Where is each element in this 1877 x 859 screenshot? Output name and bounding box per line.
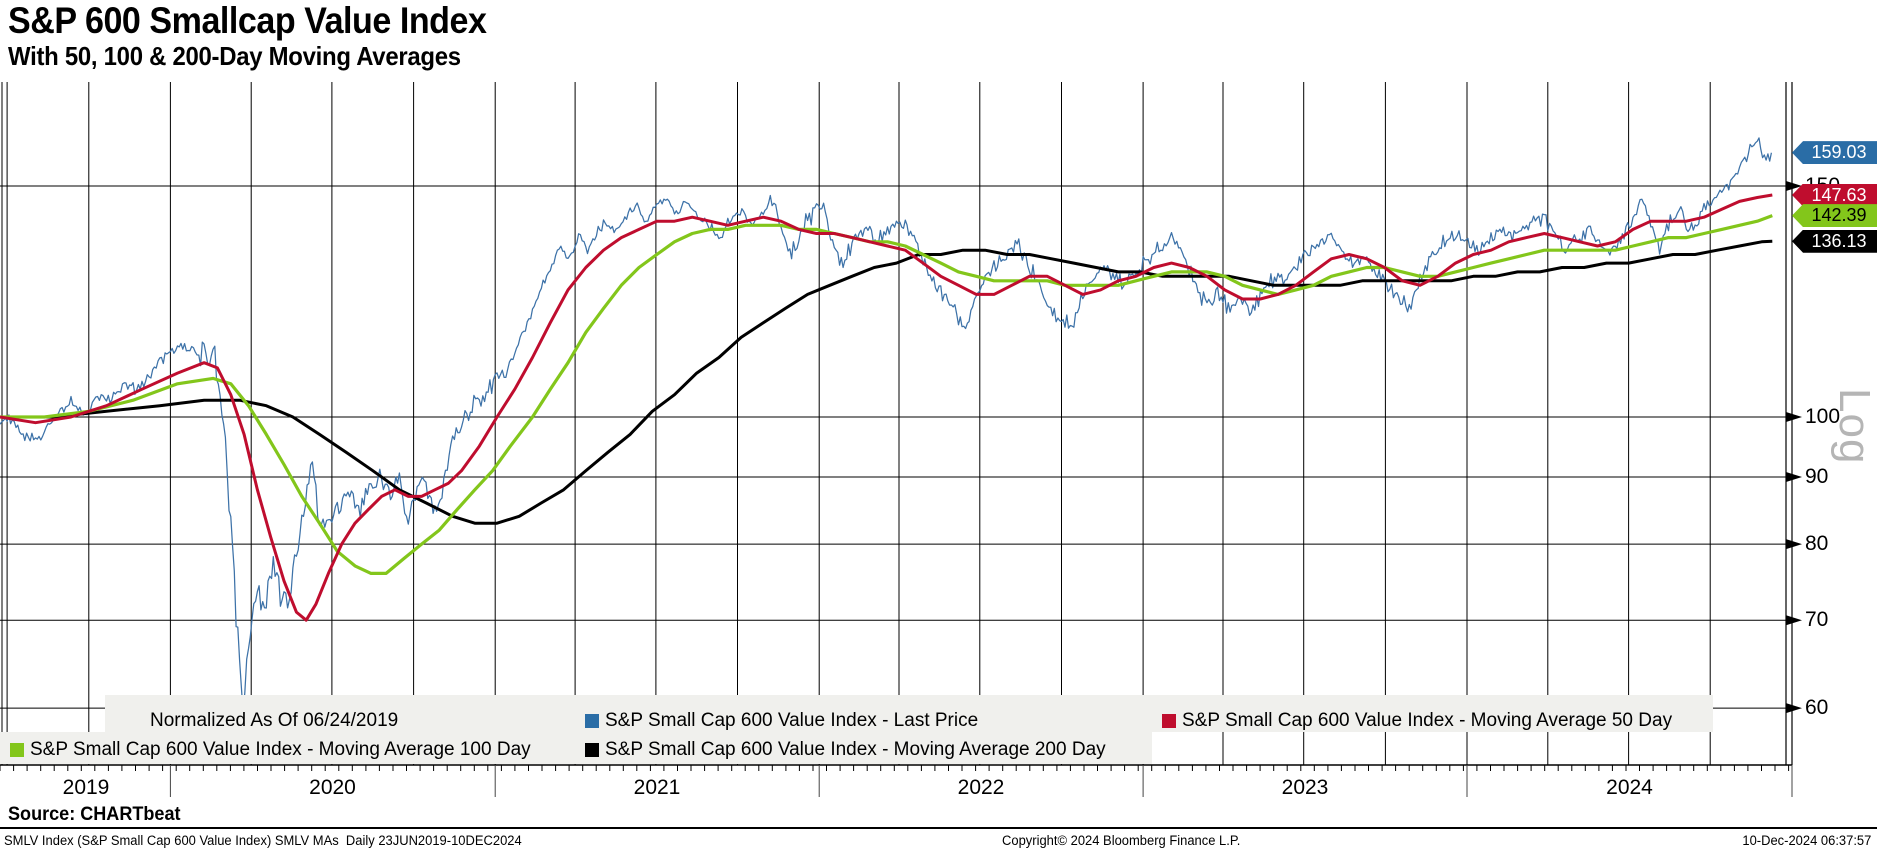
x-axis-year-label: 2023 <box>1281 776 1329 799</box>
footer-security-info: SMLV Index (S&P Small Cap 600 Value Inde… <box>4 833 522 848</box>
x-axis-year-label: 2020 <box>309 776 356 799</box>
legend-item-label: S&P Small Cap 600 Value Index - Moving A… <box>30 739 531 760</box>
legend-normalized-note: Normalized As Of 06/24/2019 <box>150 710 399 731</box>
footer-timestamp: 10-Dec-2024 06:37:57 <box>1742 833 1871 848</box>
x-axis-year-label: 2021 <box>633 776 681 799</box>
y-axis-tick-label: 80 <box>1805 532 1829 556</box>
page-subtitle: With 50, 100 & 200-Day Moving Averages <box>8 41 461 71</box>
last-price-badge: 136.13 <box>1792 229 1877 253</box>
y-axis-tick-label: 70 <box>1805 608 1829 632</box>
source-note: Source: CHARTbeat <box>8 804 181 825</box>
ma100-swatch-icon <box>10 743 24 757</box>
legend-item-label: S&P Small Cap 600 Value Index - Last Pri… <box>605 710 979 731</box>
page-title: S&P 600 Smallcap Value Index <box>8 0 487 41</box>
legend-item-last-price: S&P Small Cap 600 Value Index - Last Pri… <box>585 710 978 732</box>
legend-item-label: S&P Small Cap 600 Value Index - Moving A… <box>1182 710 1673 731</box>
y-axis-tick-label: 90 <box>1805 465 1829 489</box>
legend-strip-row2 <box>0 732 1152 764</box>
legend-item-ma100: S&P Small Cap 600 Value Index - Moving A… <box>10 739 531 761</box>
legend-item-ma50: S&P Small Cap 600 Value Index - Moving A… <box>1162 710 1672 732</box>
legend-item-ma200: S&P Small Cap 600 Value Index - Moving A… <box>585 739 1106 761</box>
footer-copyright: Copyright© 2024 Bloomberg Finance L.P. <box>1002 833 1241 848</box>
y-axis-tick-label: 100 <box>1805 405 1841 428</box>
x-axis-year-label: 2024 <box>1606 776 1653 799</box>
x-axis-year-label: 2022 <box>957 776 1005 799</box>
last-price-swatch-icon <box>585 714 599 728</box>
y-axis-tick-label: 60 <box>1805 696 1829 720</box>
ma200-swatch-icon <box>585 743 599 757</box>
x-axis-year-label: 2019 <box>62 776 110 799</box>
legend-strip-row1 <box>105 695 1713 732</box>
last-price-badge: 159.03 <box>1792 141 1877 165</box>
log-scale-watermark: Log <box>1830 388 1877 465</box>
last-price-badge: 147.63 <box>1792 183 1877 207</box>
last-price-badge: 142.39 <box>1792 204 1877 228</box>
ma50-swatch-icon <box>1162 714 1176 728</box>
legend-item-label: S&P Small Cap 600 Value Index - Moving A… <box>605 739 1106 760</box>
footer-divider <box>0 827 1877 829</box>
